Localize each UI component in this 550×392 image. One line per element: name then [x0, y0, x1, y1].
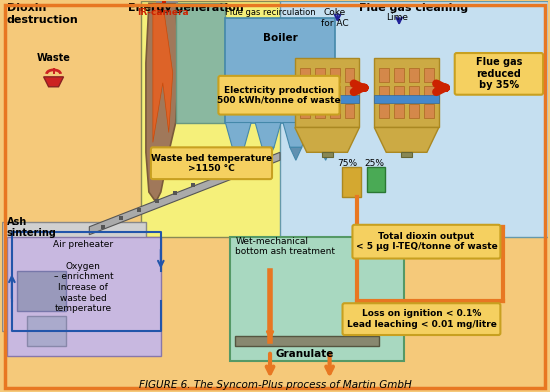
- Polygon shape: [146, 4, 179, 202]
- Bar: [424, 68, 434, 82]
- Text: Coke
for AC: Coke for AC: [321, 8, 348, 28]
- Bar: [295, 58, 359, 127]
- Bar: [191, 183, 195, 187]
- Bar: [344, 68, 354, 82]
- Bar: [101, 225, 105, 229]
- Text: 75%: 75%: [337, 159, 358, 168]
- Text: Electricity production
500 kWh/tonne of waste: Electricity production 500 kWh/tonne of …: [217, 85, 341, 105]
- Bar: [175, 4, 226, 123]
- Bar: [409, 103, 419, 118]
- Polygon shape: [295, 127, 359, 152]
- Bar: [156, 2, 178, 4]
- Bar: [379, 103, 389, 118]
- Bar: [226, 18, 334, 123]
- FancyBboxPatch shape: [151, 147, 272, 179]
- Text: Dioxin
destruction: Dioxin destruction: [7, 4, 79, 25]
- Polygon shape: [232, 147, 244, 160]
- Text: Ash
sintering: Ash sintering: [7, 217, 57, 238]
- Bar: [262, 149, 266, 153]
- Text: Flue gas cleaning: Flue gas cleaning: [360, 4, 469, 13]
- Text: Increase of
waste bed
temperature: Increase of waste bed temperature: [55, 283, 112, 313]
- Bar: [342, 167, 361, 197]
- Bar: [137, 208, 141, 212]
- Bar: [409, 68, 419, 82]
- Bar: [295, 95, 359, 103]
- Text: Oxygen
– enrichment: Oxygen – enrichment: [53, 261, 113, 281]
- Text: Wet-mechanical
bottom ash treatment: Wet-mechanical bottom ash treatment: [235, 237, 336, 256]
- Text: Energy generation: Energy generation: [128, 4, 244, 13]
- Bar: [230, 237, 404, 361]
- FancyBboxPatch shape: [353, 225, 500, 259]
- Bar: [300, 103, 310, 118]
- Text: Waste: Waste: [37, 53, 70, 63]
- Bar: [315, 86, 324, 100]
- Bar: [17, 272, 67, 311]
- Text: Waste bed temperature
>1150 °C: Waste bed temperature >1150 °C: [151, 154, 272, 173]
- Bar: [409, 86, 419, 100]
- Bar: [53, 68, 54, 74]
- Text: Granulate: Granulate: [276, 349, 334, 359]
- Bar: [155, 200, 159, 203]
- Bar: [344, 86, 354, 100]
- Bar: [300, 68, 310, 82]
- Bar: [227, 166, 230, 170]
- Polygon shape: [255, 123, 281, 147]
- Bar: [141, 2, 354, 237]
- Bar: [322, 152, 333, 157]
- Bar: [401, 152, 412, 157]
- Bar: [394, 86, 404, 100]
- Text: Flue gas recirculation: Flue gas recirculation: [226, 8, 316, 17]
- Text: FIGURE 6. The Syncom-Plus process of Martin GmbH: FIGURE 6. The Syncom-Plus process of Mar…: [139, 380, 411, 390]
- Polygon shape: [235, 336, 380, 346]
- Bar: [375, 58, 439, 127]
- Bar: [329, 103, 339, 118]
- Polygon shape: [290, 147, 302, 160]
- Text: Boiler: Boiler: [262, 33, 298, 43]
- Bar: [375, 95, 439, 103]
- Text: Total dioxin output
< 5 μg I-TEQ/tonne of waste: Total dioxin output < 5 μg I-TEQ/tonne o…: [355, 232, 497, 251]
- Polygon shape: [89, 152, 280, 235]
- Text: Lime: Lime: [386, 13, 408, 22]
- Polygon shape: [313, 123, 339, 147]
- Text: Flue gas
reduced
by 35%: Flue gas reduced by 35%: [476, 57, 522, 91]
- Bar: [27, 316, 67, 346]
- Bar: [280, 2, 548, 237]
- Bar: [329, 86, 339, 100]
- Bar: [208, 174, 212, 178]
- Polygon shape: [262, 147, 274, 160]
- Polygon shape: [375, 127, 439, 152]
- Text: Air preheater: Air preheater: [53, 240, 113, 249]
- Bar: [162, 0, 166, 4]
- Bar: [367, 167, 385, 192]
- Text: IR-camera: IR-camera: [137, 8, 189, 17]
- Bar: [394, 103, 404, 118]
- Bar: [315, 68, 324, 82]
- Text: 25%: 25%: [364, 159, 384, 168]
- Polygon shape: [283, 123, 309, 147]
- Bar: [2, 222, 146, 331]
- Bar: [424, 103, 434, 118]
- FancyBboxPatch shape: [218, 76, 339, 114]
- FancyBboxPatch shape: [455, 53, 543, 95]
- Bar: [329, 68, 339, 82]
- Bar: [315, 103, 324, 118]
- Bar: [300, 86, 310, 100]
- Polygon shape: [43, 77, 63, 87]
- Bar: [379, 68, 389, 82]
- Bar: [244, 157, 248, 161]
- Bar: [7, 237, 161, 356]
- Polygon shape: [226, 123, 251, 147]
- Bar: [344, 103, 354, 118]
- Bar: [119, 216, 123, 220]
- Polygon shape: [320, 147, 332, 160]
- FancyBboxPatch shape: [343, 303, 500, 335]
- Polygon shape: [153, 4, 173, 142]
- Bar: [173, 191, 177, 195]
- Bar: [394, 68, 404, 82]
- Bar: [424, 86, 434, 100]
- Text: Loss on ignition < 0.1%
Lead leaching < 0.01 mg/litre: Loss on ignition < 0.1% Lead leaching < …: [346, 309, 497, 329]
- Bar: [379, 86, 389, 100]
